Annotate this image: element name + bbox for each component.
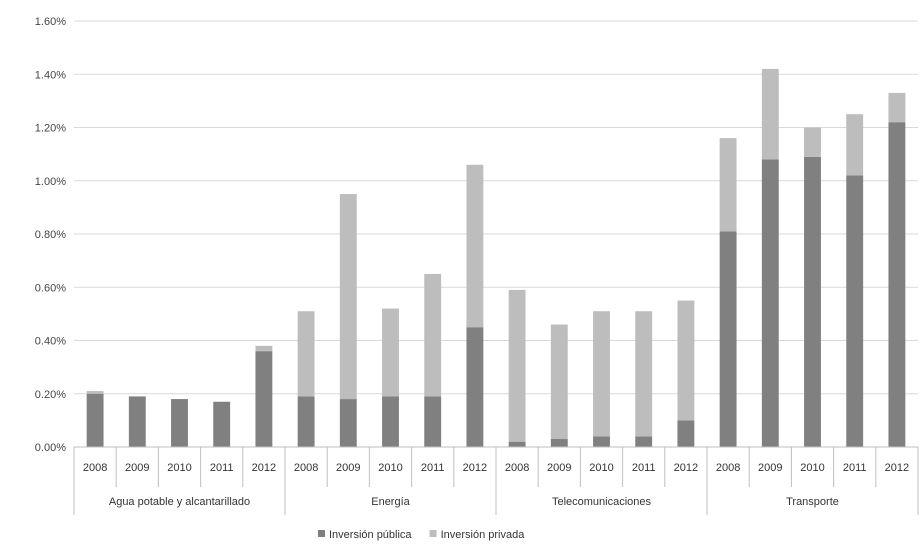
bar-inversion-publica [508, 441, 526, 447]
bar-inversion-privada [677, 300, 695, 421]
bar-inversion-publica [86, 393, 104, 447]
bar-inversion-publica [550, 439, 568, 447]
y-tick-label: 1.20% [35, 123, 66, 135]
group-label: Energía [371, 496, 410, 508]
bar-inversion-publica [382, 396, 399, 447]
x-tick-label: 2012 [463, 462, 487, 474]
bar-inversion-privada [466, 164, 484, 328]
bar-inversion-privada [255, 345, 273, 352]
bar-inversion-publica [804, 156, 821, 447]
bar-inversion-publica [846, 175, 864, 448]
bar-inversion-publica [888, 122, 906, 448]
x-tick-label: 2011 [632, 462, 656, 474]
bar-inversion-privada [888, 92, 906, 123]
y-tick-label: 1.40% [35, 69, 66, 81]
bar-inversion-privada [635, 311, 653, 437]
y-tick-label: 0.80% [35, 229, 66, 241]
bar-inversion-publica [128, 396, 146, 447]
bar-inversion-privada [86, 391, 104, 394]
x-tick-label: 2012 [885, 462, 909, 474]
x-tick-label: 2008 [83, 462, 107, 474]
legend-label-inversion-publica: Inversión pública [329, 529, 412, 541]
group-label: Telecomunicaciones [552, 496, 652, 508]
x-tick-label: 2011 [843, 462, 867, 474]
x-tick-label: 2008 [294, 462, 318, 474]
bar-inversion-privada [550, 324, 568, 440]
x-tick-label: 2009 [758, 462, 782, 474]
x-tick-label: 2012 [252, 462, 276, 474]
group-label: Transporte [786, 496, 839, 508]
x-tick-label: 2009 [125, 462, 149, 474]
x-tick-label: 2009 [336, 462, 360, 474]
bar-inversion-privada [719, 138, 737, 232]
bar-inversion-publica [255, 351, 273, 447]
bar-inversion-publica [297, 396, 315, 447]
y-tick-label: 0.00% [35, 442, 66, 454]
bar-inversion-privada [593, 311, 610, 437]
bar-inversion-publica [424, 396, 442, 447]
x-tick-label: 2011 [210, 462, 234, 474]
bar-inversion-publica [761, 159, 779, 447]
legend-swatch-inversion-publica [318, 530, 325, 537]
bar-inversion-publica [213, 401, 231, 447]
y-tick-label: 1.00% [35, 176, 66, 188]
x-tick-label: 2011 [421, 462, 445, 474]
bar-inversion-privada [804, 127, 821, 157]
bar-inversion-privada [339, 194, 357, 400]
legend-swatch-inversion-privada [429, 530, 437, 537]
bar-inversion-publica [719, 231, 737, 447]
bar-inversion-privada [846, 114, 864, 176]
bar-inversion-publica [593, 436, 610, 447]
x-tick-label: 2008 [505, 462, 529, 474]
bar-inversion-privada [424, 273, 442, 397]
x-tick-label: 2010 [589, 462, 613, 474]
y-tick-label: 0.20% [35, 389, 66, 401]
x-tick-label: 2010 [378, 462, 402, 474]
x-tick-label: 2010 [800, 462, 824, 474]
x-tick-label: 2008 [716, 462, 740, 474]
bar-inversion-publica [466, 327, 484, 447]
legend-label-inversion-privada: Inversión privada [441, 529, 526, 541]
bar-inversion-publica [339, 399, 357, 447]
y-tick-label: 0.40% [35, 336, 66, 348]
bar-inversion-publica [635, 436, 653, 447]
x-tick-label: 2012 [674, 462, 698, 474]
bar-inversion-privada [382, 308, 399, 397]
bar-inversion-privada [297, 311, 315, 397]
bar-inversion-publica [171, 399, 188, 447]
bar-inversion-publica [677, 420, 695, 447]
group-label: Agua potable y alcantarillado [109, 496, 250, 508]
x-tick-label: 2009 [547, 462, 571, 474]
x-tick-label: 2010 [167, 462, 191, 474]
y-tick-label: 1.60% [35, 16, 66, 28]
bar-inversion-privada [508, 289, 526, 442]
y-tick-label: 0.60% [35, 282, 66, 294]
bar-inversion-privada [761, 68, 779, 160]
